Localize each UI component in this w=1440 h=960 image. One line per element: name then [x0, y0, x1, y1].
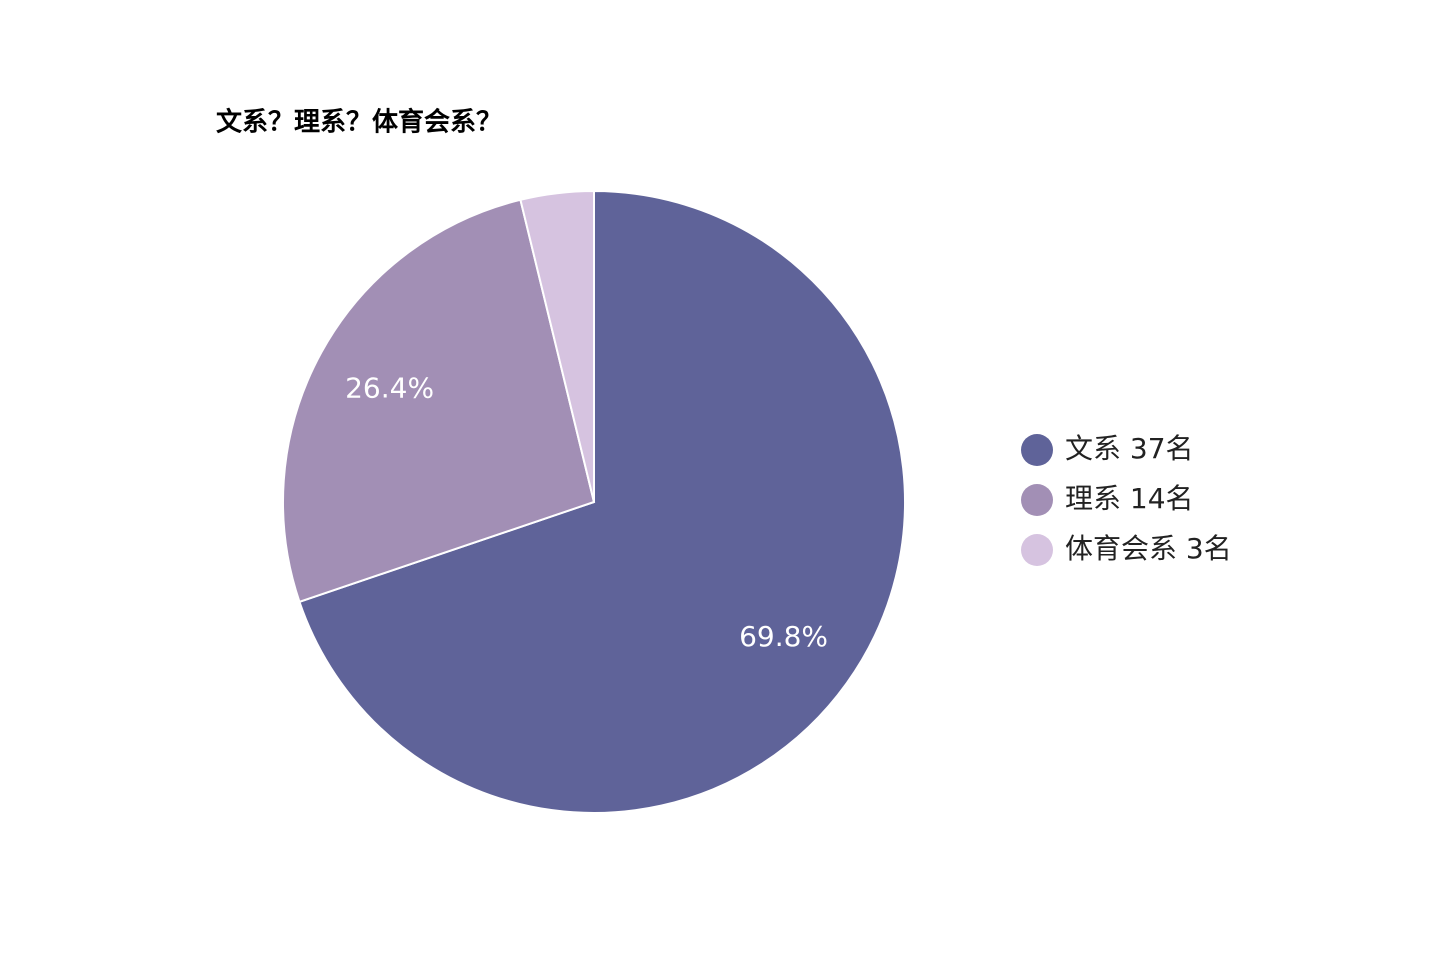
- pie-slice: [519, 189, 595, 503]
- chart-title: 文系？理系？体育会系？: [216, 107, 502, 138]
- pie-slice: [298, 189, 906, 814]
- slice-label: 69.8%: [739, 620, 828, 653]
- legend-label: 理系 14名: [1065, 482, 1194, 515]
- legend-label: 体育会系 3名: [1065, 532, 1232, 565]
- legend-label: 文系 37名: [1065, 432, 1194, 465]
- legend-marker: [1021, 534, 1053, 566]
- legend-marker: [1021, 484, 1053, 516]
- legend-marker: [1021, 434, 1053, 466]
- slice-label: 26.4%: [345, 372, 434, 405]
- pie-slice: [282, 198, 596, 604]
